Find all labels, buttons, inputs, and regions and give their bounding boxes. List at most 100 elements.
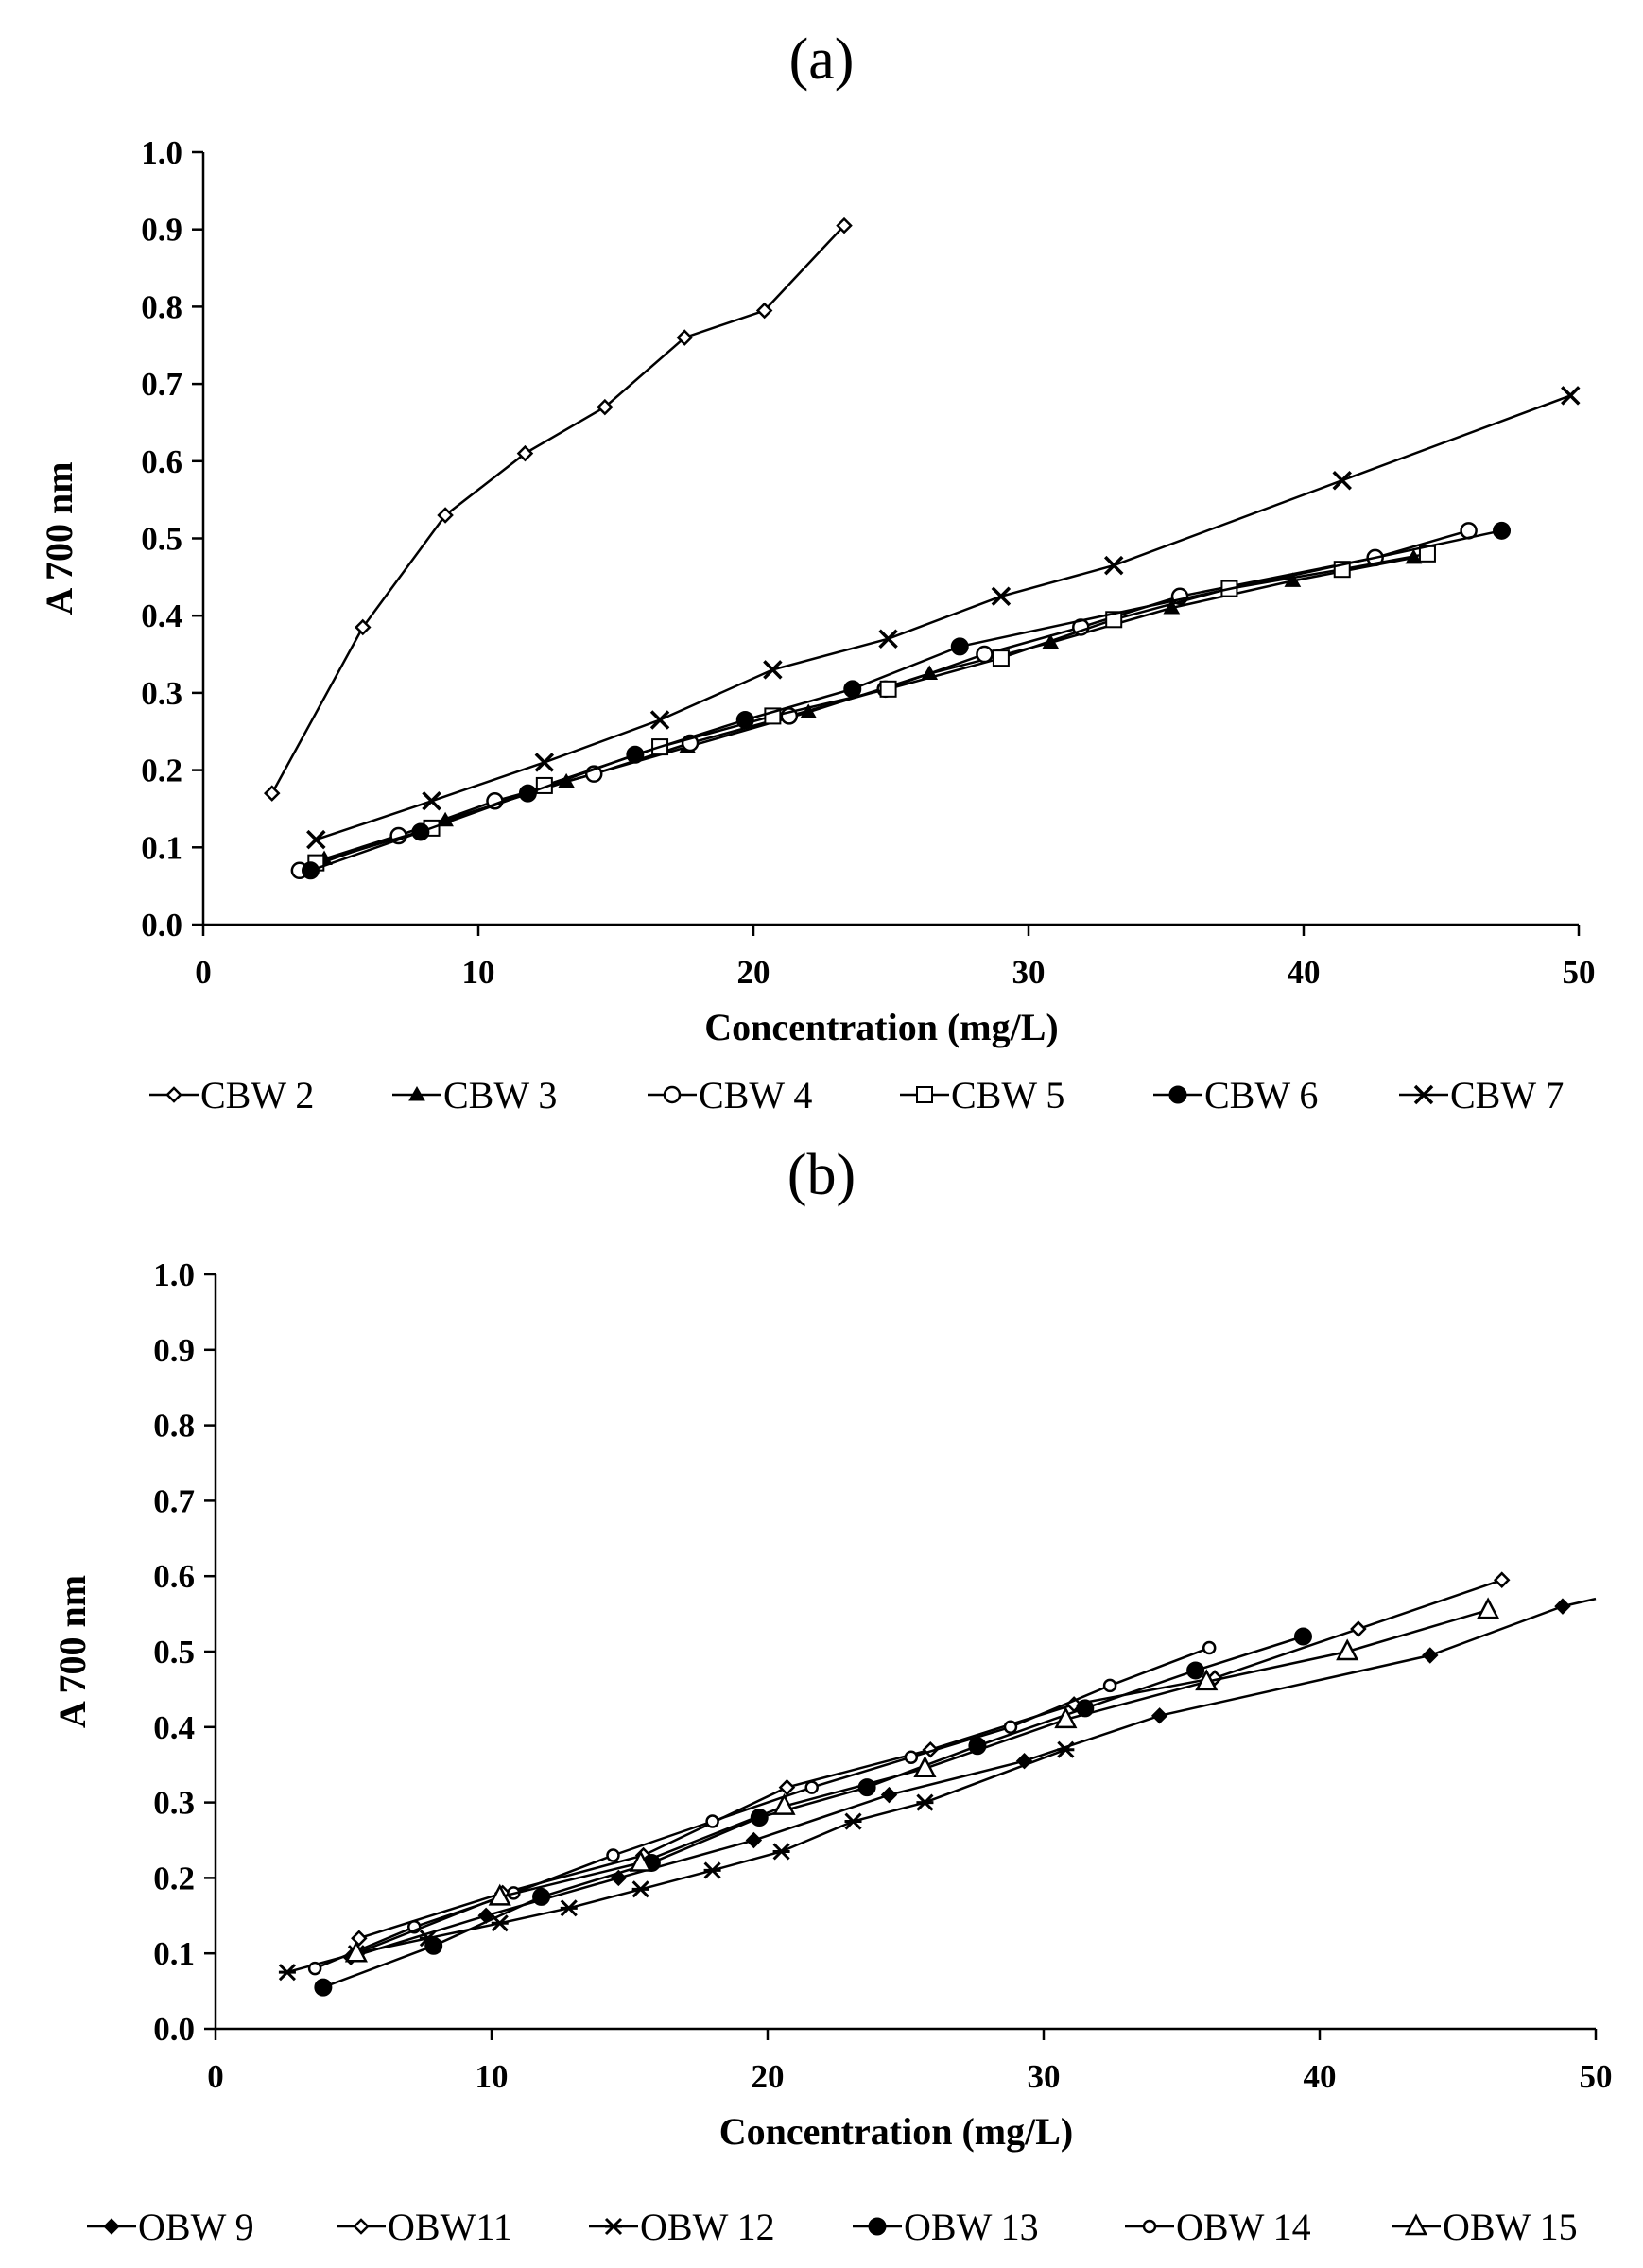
legend-item-obw-12: OBW 12 [589,2206,775,2248]
y-tick-label: 0.4 [153,1709,195,1746]
data-point-cbw-7 [306,829,326,850]
data-point-cbw-7 [763,660,783,680]
data-point-cbw-7 [1332,470,1352,491]
series-line-obw-15 [355,1608,1489,1955]
legend-label: CBW 7 [1450,1074,1564,1117]
series-line-obw-13 [322,1635,1304,1989]
data-point-obw-13 [532,1887,551,1906]
data-point-obw-14 [705,1814,719,1828]
y-tick-label: 0.4 [141,597,182,634]
data-point-obw-15 [1477,1597,1500,1619]
data-point-obw-9 [1554,1598,1571,1615]
legend-marker [663,1085,682,1104]
legend-label: OBW11 [388,2206,512,2248]
legend-label: CBW 5 [951,1074,1064,1117]
data-point-cbw-5 [992,649,1010,667]
data-point-cbw-6 [950,637,969,656]
y-tick-label: 0.8 [141,288,182,325]
data-point-obw-12 [844,1812,862,1830]
data-point-cbw-3 [1284,572,1302,587]
y-tick-label: 0.1 [141,829,182,866]
legend-item-obw-14: OBW 14 [1125,2206,1311,2248]
y-tick-label: 0.3 [141,675,182,712]
panel-label-b: (b) [787,1143,856,1207]
legend-label: CBW 2 [200,1074,314,1117]
legend-item-obw-9: OBW 9 [87,2206,254,2248]
series-cbw-3 [316,548,1423,866]
legend-label: OBW 15 [1443,2206,1578,2248]
legend-label: OBW 9 [138,2206,254,2248]
data-point-obw-13 [1293,1627,1312,1646]
legend-item-cbw-5: CBW 5 [900,1074,1064,1117]
legend-marker [604,2217,623,2236]
data-point-obw-15 [1336,1638,1359,1661]
series-cbw-5 [307,545,1436,872]
x-tick-label: 10 [476,2058,509,2095]
data-point-obw-12 [560,1899,578,1917]
y-tick-label: 0.7 [141,366,182,403]
series-line-cbw-5 [315,552,1428,864]
data-point-cbw-2 [437,507,454,524]
data-point-cbw-2 [676,329,694,346]
data-point-obw-14 [1202,1640,1217,1655]
legend-item-cbw-3: CBW 3 [392,1074,557,1117]
legend-label: OBW 13 [904,2206,1039,2248]
legend-item-cbw-7: CBW 7 [1399,1074,1564,1117]
x-tick-label: 40 [1288,954,1321,991]
data-point-cbw-6 [735,710,754,729]
legend-label: OBW 12 [640,2206,775,2248]
y-tick-label: 0.0 [153,2011,195,2048]
series-obw-13 [314,1627,1312,1997]
data-point-cbw-6 [411,822,430,841]
data-point-obw11 [1350,1620,1367,1637]
legend-marker [1168,1085,1187,1104]
series-line-obw-9 [350,1597,1597,1959]
y-tick-label: 0.7 [153,1482,195,1519]
series-obw-12 [278,1740,1075,1982]
data-point-obw-12 [1057,1740,1075,1758]
legend-label: CBW 6 [1204,1074,1318,1117]
x-axis-title: Concentration (mg/L) [719,2110,1073,2153]
y-tick-label: 0.2 [141,753,182,789]
y-tick-label: 0.5 [141,521,182,558]
chart-a: 0.0 0.1 0.2 0.3 0.4 0.5 0.6 0.7 0.8 0.9 1.0 0 10 20 30… [38,134,1596,1117]
y-tick-label: 0.8 [153,1408,195,1445]
data-point-obw-12 [772,1843,790,1861]
series-line-cbw-3 [323,556,1414,860]
x-tick-label: 50 [1580,2058,1613,2095]
data-point-obw-14 [307,1961,322,1976]
data-point-obw-9 [1422,1647,1439,1664]
data-point-obw11 [778,1778,796,1796]
x-tick-label: 0 [207,2058,224,2095]
data-point-obw-14 [904,1750,919,1764]
x-tick-label: 30 [1028,2058,1061,2095]
series-line-obw11 [358,1579,1503,1940]
series-obw-14 [307,1640,1217,1976]
data-point-obw-15 [1054,1706,1078,1729]
x-tick-label: 0 [195,954,212,991]
y-tick-label: 0.6 [153,1558,195,1595]
legend-item-cbw-2: CBW 2 [149,1074,314,1117]
data-point-obw-15 [913,1756,937,1777]
x-tick-label: 40 [1304,2058,1337,2095]
y-tick-label: 0.2 [153,1860,195,1896]
data-point-cbw-7 [1103,555,1124,576]
data-point-obw-12 [916,1793,934,1811]
y-tick-label: 0.5 [153,1634,195,1671]
data-point-obw-13 [1186,1661,1205,1680]
data-point-cbw-2 [836,216,853,234]
data-point-obw-15 [344,1940,368,1963]
series-obw-9 [342,1597,1597,1965]
data-point-cbw-7 [534,753,555,772]
x-tick-label: 20 [737,954,770,991]
data-point-cbw-2 [263,785,281,802]
data-point-cbw-3 [1163,599,1181,615]
data-point-cbw-7 [1561,386,1581,406]
data-point-cbw-7 [422,791,441,811]
y-tick-label: 0.0 [141,907,182,944]
legend-marker [1413,1084,1434,1105]
y-tick-label: 1.0 [141,134,182,171]
x-axis-title: Concentration (mg/L) [704,1006,1058,1048]
panel-label-a: (a) [788,27,855,92]
